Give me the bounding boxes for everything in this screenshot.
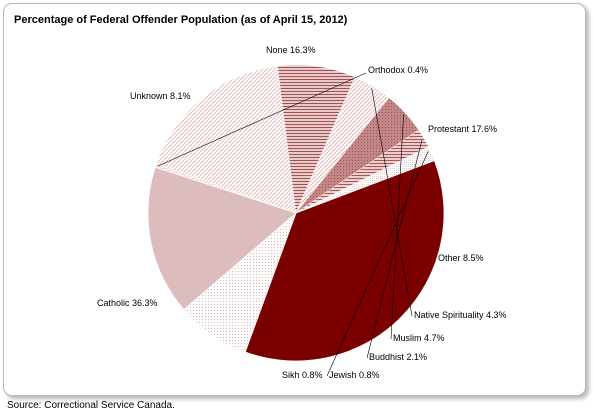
pie-slices bbox=[147, 64, 445, 362]
slice-label-unknown: Unknown 8.1% bbox=[130, 91, 191, 101]
pie-slice-catholic bbox=[244, 160, 445, 362]
pie-slice-texture-native-spirituality bbox=[296, 77, 390, 214]
leader-line-orthodox bbox=[157, 72, 367, 167]
pie-slice-texture-sikh bbox=[296, 153, 435, 213]
pie-labels: Orthodox 0.4% Protestant 17.6% Other 8.5% N… bbox=[97, 45, 507, 380]
slice-label-none: None 16.3% bbox=[266, 45, 316, 55]
pie-slice-texture-buddhist bbox=[296, 130, 429, 213]
slice-label-orthodox: Orthodox 0.4% bbox=[368, 65, 428, 75]
slice-label-other: Other 8.5% bbox=[438, 253, 484, 263]
pie-slice-texture-muslim bbox=[296, 97, 419, 213]
leader-line-jewish bbox=[326, 151, 429, 377]
leader-line-muslim bbox=[390, 114, 404, 340]
slice-label-sikh: Sikh 0.8% bbox=[282, 370, 323, 380]
slice-label-protestant: Protestant 17.6% bbox=[428, 124, 497, 134]
slice-label-muslim: Muslim 4.7% bbox=[393, 333, 445, 343]
slice-label-native-spirituality: Native Spirituality 4.3% bbox=[414, 310, 507, 320]
slice-label-catholic: Catholic 36.3% bbox=[97, 298, 158, 308]
pie-chart: Orthodox 0.4% Protestant 17.6% Other 8.5% N… bbox=[97, 45, 507, 380]
slice-label-buddhist: Buddhist 2.1% bbox=[369, 352, 427, 362]
pie-slice-texture-protestant bbox=[156, 66, 296, 214]
pie-slice-texture-unknown bbox=[183, 213, 296, 353]
pie-slice-texture-jewish bbox=[296, 146, 432, 213]
slice-label-jewish: Jewish 0.8% bbox=[329, 370, 380, 380]
leader-line-native-spirituality bbox=[371, 88, 413, 317]
source-note: Source: Correctional Service Canada. bbox=[7, 400, 175, 411]
chart-frame: Percentage of Federal Offender Populatio… bbox=[3, 3, 586, 396]
pie-slice-texture-other bbox=[277, 65, 355, 213]
leader-line-buddhist bbox=[366, 139, 423, 359]
pie-leaders bbox=[157, 72, 429, 377]
pie-slice-none bbox=[147, 166, 297, 311]
chart-title: Percentage of Federal Offender Populatio… bbox=[14, 14, 348, 26]
